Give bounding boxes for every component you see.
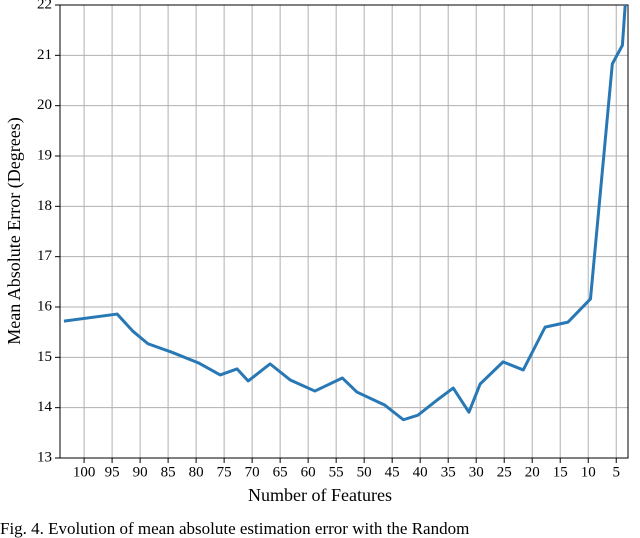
x-tick-label: 100 bbox=[73, 464, 96, 480]
x-tick-label: 45 bbox=[385, 464, 400, 480]
caption: Fig. 4. Evolution of mean absolute estim… bbox=[0, 519, 469, 538]
x-tick-label: 80 bbox=[189, 464, 204, 480]
x-tick-label: 30 bbox=[469, 464, 484, 480]
x-tick-label: 35 bbox=[441, 464, 456, 480]
x-tick-label: 55 bbox=[329, 464, 344, 480]
x-tick-label: 40 bbox=[413, 464, 428, 480]
y-tick-label: 13 bbox=[37, 449, 52, 465]
y-tick-label: 21 bbox=[37, 47, 52, 63]
x-tick-label: 60 bbox=[301, 464, 316, 480]
y-tick-label: 16 bbox=[37, 298, 53, 314]
plot-frame bbox=[59, 4, 629, 459]
y-tick-label: 14 bbox=[37, 399, 53, 415]
y-tick-label: 20 bbox=[37, 97, 52, 113]
y-tick-label: 15 bbox=[37, 349, 52, 365]
x-tick-label: 50 bbox=[357, 464, 372, 480]
y-tick-label: 22 bbox=[37, 0, 52, 12]
x-tick-label: 95 bbox=[105, 464, 120, 480]
x-tick-label: 75 bbox=[217, 464, 232, 480]
x-tick-label: 90 bbox=[133, 464, 148, 480]
y-tick-label: 18 bbox=[37, 198, 52, 214]
x-axis-label: Number of Features bbox=[248, 485, 392, 505]
x-tick-label: 25 bbox=[497, 464, 512, 480]
x-tick-label: 10 bbox=[581, 464, 596, 480]
y-axis-label: Mean Absolute Error (Degrees) bbox=[4, 117, 25, 344]
y-tick-label: 19 bbox=[37, 147, 52, 163]
x-tick-label: 65 bbox=[273, 464, 288, 480]
y-tick-label: 17 bbox=[37, 248, 53, 264]
x-tick-label: 20 bbox=[525, 464, 540, 480]
data-line bbox=[63, 4, 627, 422]
x-tick-label: 70 bbox=[245, 464, 260, 480]
x-tick-label: 15 bbox=[553, 464, 568, 480]
x-tick-label: 85 bbox=[161, 464, 176, 480]
x-tick-label: 5 bbox=[612, 464, 620, 480]
